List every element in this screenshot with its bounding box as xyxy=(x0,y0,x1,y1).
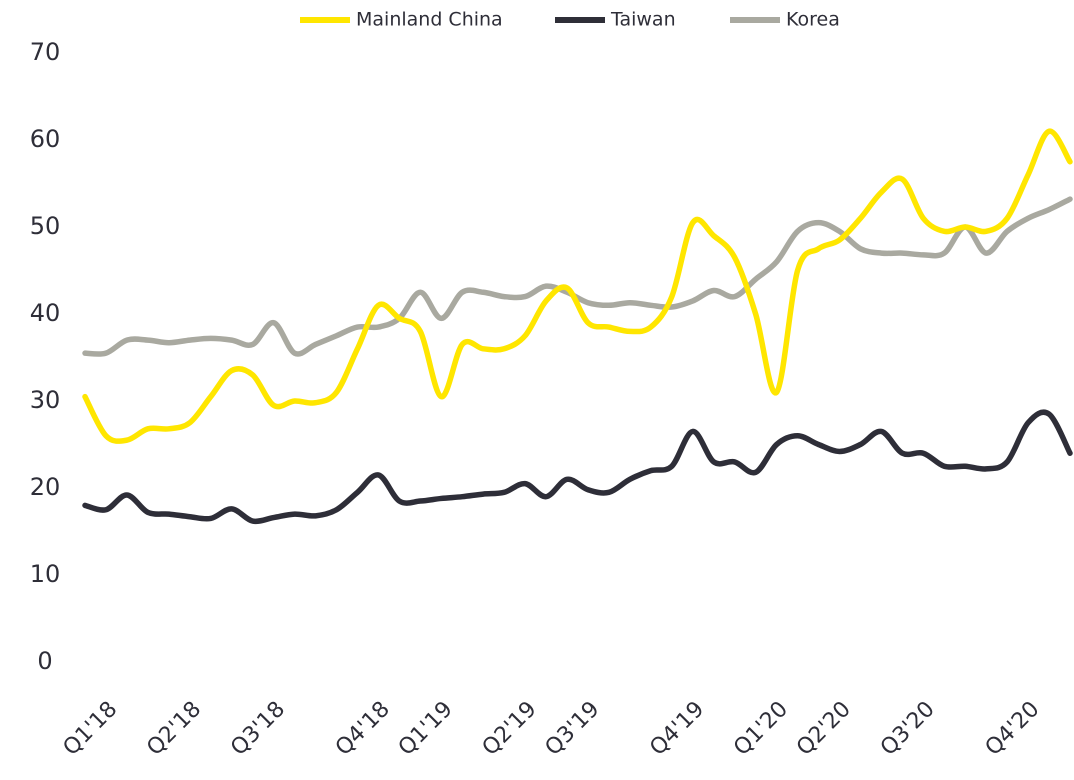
legend-label: Mainland China xyxy=(356,9,503,31)
legend-label: Korea xyxy=(786,9,840,31)
y-tick-label: 70 xyxy=(30,38,61,66)
series-line xyxy=(82,196,1073,357)
x-tick-label: Q3'20 xyxy=(876,697,940,761)
x-tick-label: Q2'18 xyxy=(142,697,206,761)
y-tick-label: 50 xyxy=(30,212,61,240)
x-tick-label: Q2'19 xyxy=(478,697,542,761)
y-tick-label: 40 xyxy=(30,299,61,327)
x-tick-label: Q1'18 xyxy=(59,697,123,761)
legend-label: Taiwan xyxy=(610,9,676,31)
y-tick-label: 30 xyxy=(30,386,61,414)
series-line xyxy=(82,128,1073,444)
x-tick-label: Q3'19 xyxy=(541,697,605,761)
x-tick-label: Q1'19 xyxy=(394,697,458,761)
y-tick-label: 10 xyxy=(30,560,61,588)
x-tick-label: Q1'20 xyxy=(729,697,793,761)
x-tick-label: Q4'19 xyxy=(645,697,709,761)
y-tick-label: 20 xyxy=(30,473,61,501)
x-tick-label: Q2'20 xyxy=(792,697,856,761)
series-line xyxy=(82,409,1073,525)
x-tick-label: Q4'18 xyxy=(331,697,395,761)
y-tick-label: 0 xyxy=(37,647,52,675)
x-tick-label: Q4'20 xyxy=(981,697,1045,761)
y-tick-label: 60 xyxy=(30,125,61,153)
x-tick-label: Q3'18 xyxy=(226,697,290,761)
